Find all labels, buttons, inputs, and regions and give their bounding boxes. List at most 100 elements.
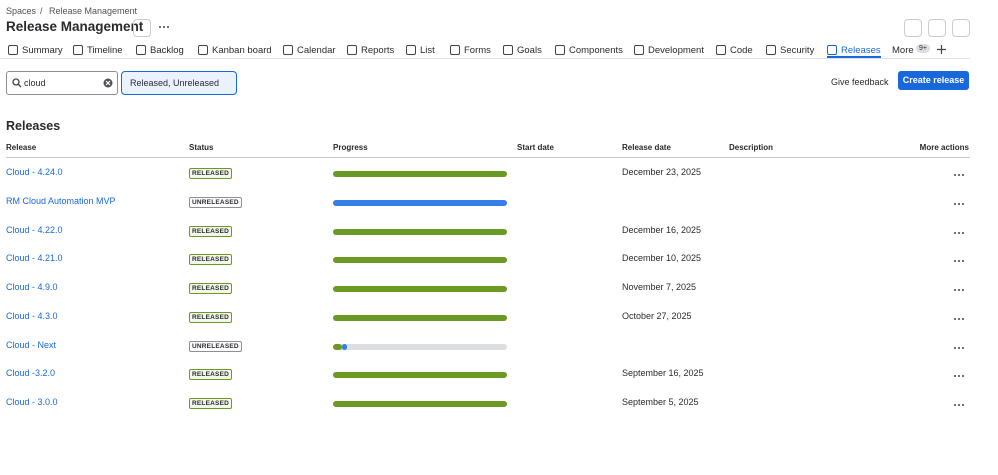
tab[interactable]: Components [555,42,623,58]
more-tab[interactable]: More [892,44,914,56]
tab[interactable]: Calendar [283,42,336,58]
release-name[interactable]: Cloud - 4.9.0 [6,282,58,292]
automation-button[interactable] [928,19,946,37]
tab[interactable]: Reports [347,42,394,58]
release-date: December 10, 2025 [622,253,702,264]
row-actions[interactable] [953,255,965,263]
progress-done [333,171,507,177]
search-text: cloud [24,78,46,88]
row-actions[interactable] [953,370,965,378]
tab[interactable]: Forms [450,42,491,58]
breadcrumb[interactable]: Spaces [6,6,37,16]
row-actions[interactable] [953,284,965,291]
tab[interactable]: Code [716,42,753,58]
tab-label: Kanban board [212,44,272,56]
column-header: Start date [517,143,554,152]
section-title: Releases [6,119,61,133]
tab-label: Forms [464,44,491,56]
column-header: Release date [622,143,671,152]
release-name[interactable]: Cloud - 4.24.0 [6,167,63,177]
tab-label: Goals [517,44,542,56]
tab[interactable]: Timeline [73,42,123,58]
tab-label: Releases [841,44,881,56]
tab[interactable]: Goals [503,42,542,58]
tab[interactable]: Kanban board [198,42,272,58]
tab[interactable]: Releases [827,42,881,58]
tab[interactable]: Summary [8,42,63,58]
tab[interactable]: Security [766,42,814,58]
column-header: Release [6,143,37,152]
column-header: More actions [919,143,969,152]
row-actions[interactable] [953,169,965,176]
status-lozenge: RELEASED [189,398,232,409]
release-name[interactable]: Cloud - Next [6,339,57,350]
tab-label: Reports [361,44,395,56]
tab-label: Timeline [87,44,123,56]
more-badge: 9+ [916,44,930,53]
feedback-link[interactable]: Give feedback [831,77,889,87]
release-name[interactable]: Cloud - 4.3.0 [6,310,58,321]
status-lozenge: UNRELEASED [189,196,242,208]
release-name[interactable]: Cloud - 4.22.0 [6,224,63,235]
breadcrumb[interactable]: Release Management [49,6,138,16]
filter-text: Released, Unreleased [130,78,220,88]
add-tab-icon [937,45,946,54]
column-header: Status [189,143,214,152]
fullscreen-button[interactable] [952,19,970,37]
tab-icon [8,45,18,55]
tab-icon [450,45,460,55]
team-button[interactable] [133,19,151,37]
active-tab-underline [827,56,881,58]
row-actions[interactable] [953,399,965,406]
status-lozenge: RELEASED [189,254,232,266]
row-actions[interactable] [953,198,965,205]
row-actions[interactable] [953,313,965,320]
release-date: November 7, 2025 [622,282,697,292]
tab-label: Components [569,44,623,56]
more-menu[interactable] [158,25,170,29]
create-release-button[interactable]: Create release [898,71,969,90]
tab-icon [406,45,416,55]
progress-in-progress [341,343,347,350]
tab-label: Security [780,44,815,56]
progress-done [333,314,507,321]
progress-track [333,343,507,350]
status-lozenge: RELEASED [189,168,232,179]
status-lozenge: RELEASED [189,369,232,381]
release-name[interactable]: RM Cloud Automation MVP [6,195,116,206]
progress-in-progress [333,199,507,206]
status-filter[interactable]: Released, Unreleased [121,71,237,95]
progress-done [333,343,342,350]
tab-label: Code [730,44,753,56]
status-lozenge: RELEASED [189,283,232,294]
tab-icon [73,45,83,55]
share-button[interactable] [904,19,922,37]
release-date: September 16, 2025 [622,368,704,379]
column-header: Description [729,143,774,152]
progress-done [333,228,507,235]
tab[interactable]: List [406,42,435,58]
status-lozenge: UNRELEASED [189,340,242,352]
tab-icon [716,45,726,55]
row-actions[interactable] [953,227,965,234]
breadcrumb-separator: / [40,6,43,16]
tab-icon [766,45,776,55]
row-actions[interactable] [953,342,965,349]
tab[interactable]: Backlog [136,42,184,58]
tab-label: Calendar [297,44,336,56]
progress-done [333,372,507,379]
release-name[interactable]: Cloud -3.2.0 [6,368,56,379]
tab-icon [198,45,208,55]
tab-label: Development [648,44,704,56]
status-lozenge: RELEASED [189,311,232,323]
tab[interactable]: Development [634,42,704,58]
search-box[interactable]: cloud [6,71,118,95]
release-name[interactable]: Cloud - 4.21.0 [6,253,63,264]
release-name[interactable]: Cloud - 3.0.0 [6,397,58,407]
release-date: December 16, 2025 [622,224,702,235]
tab-icon [347,45,357,55]
progress-done [333,401,507,407]
tab-label: Summary [22,44,63,56]
tab-icon [634,45,644,55]
tab-label: Backlog [150,44,184,56]
